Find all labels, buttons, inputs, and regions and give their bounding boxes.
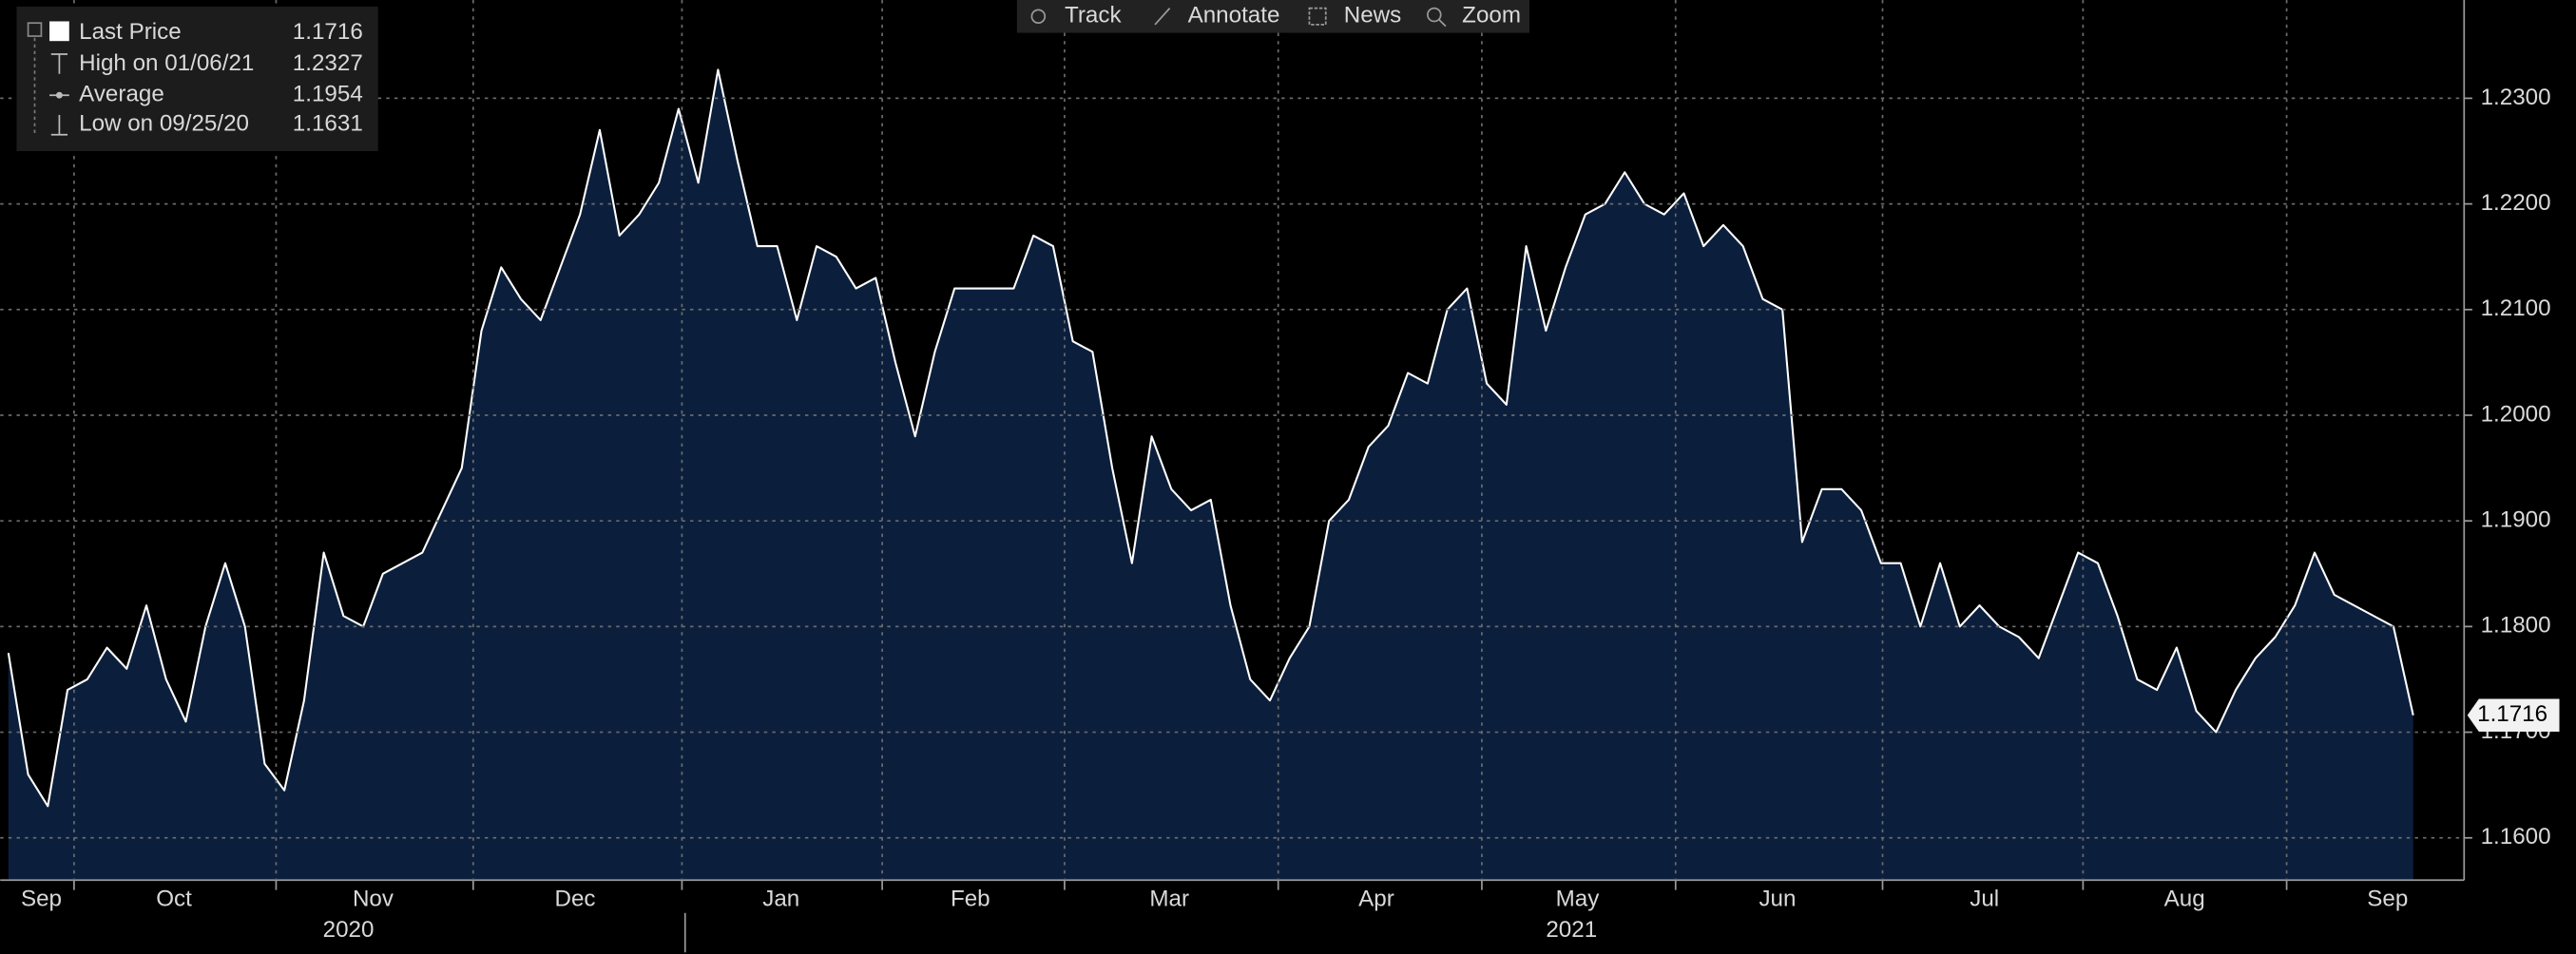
- zoom-icon: [1438, 19, 1447, 28]
- legend-label: Last Price: [79, 19, 182, 45]
- toolbar-label[interactable]: Track: [1065, 3, 1122, 29]
- y-tick-label: 1.2100: [2481, 296, 2551, 321]
- y-tick-label: 1.2000: [2481, 401, 2551, 427]
- x-tick-label: Feb: [951, 886, 990, 911]
- x-tick-label: Aug: [2164, 886, 2205, 911]
- year-label: 2021: [1546, 917, 1597, 943]
- x-tick-label: Oct: [156, 886, 192, 911]
- legend-label: Low on 09/25/20: [79, 111, 249, 137]
- y-tick-label: 1.1600: [2481, 824, 2551, 849]
- last-price-tag-label: 1.1716: [2477, 701, 2547, 727]
- area: [8, 69, 2413, 881]
- x-tick-label: Sep: [21, 886, 62, 911]
- x-tick-label: May: [1556, 886, 1601, 911]
- legend-label: High on 01/06/21: [79, 50, 254, 76]
- legend: Last Price 1.1716 High on 01/06/21 1.232…: [16, 6, 378, 151]
- toolbar: Track Annotate News Zoom: [1016, 0, 1530, 33]
- legend-value: 1.1716: [293, 19, 363, 45]
- legend-value: 1.1631: [293, 111, 363, 137]
- toolbar-label[interactable]: News: [1344, 3, 1401, 29]
- legend-label: Average: [79, 82, 164, 107]
- zoom-button[interactable]: Zoom: [1427, 3, 1521, 29]
- news-icon: [1308, 7, 1327, 26]
- y-tick-label: 1.1800: [2481, 613, 2551, 639]
- legend-swatch: [49, 21, 69, 42]
- price-line: [7, 68, 2414, 808]
- x-tick-label: Sep: [2367, 886, 2408, 911]
- toolbar-label[interactable]: Annotate: [1188, 3, 1280, 29]
- y-tick-label: 1.2300: [2481, 85, 2551, 110]
- x-tick-label: Apr: [1358, 886, 1394, 911]
- zoom-icon: [1427, 7, 1442, 23]
- toolbar-label[interactable]: Zoom: [1462, 3, 1521, 29]
- toolbar-background: [1016, 0, 1530, 33]
- x-tick-label: Jan: [762, 886, 799, 911]
- legend-collapse-icon: [27, 22, 43, 37]
- last-price-tag-box: [2467, 698, 2560, 733]
- y-tick-label: 1.2200: [2481, 190, 2551, 216]
- x-tick-label: Jul: [1970, 886, 1999, 911]
- legend-average-icon: [55, 91, 63, 99]
- plot-area: [7, 68, 2414, 881]
- track-icon: [1030, 9, 1047, 25]
- y-tick-label: 1.1900: [2481, 507, 2551, 533]
- legend-value: 1.2327: [293, 50, 363, 76]
- last-price-tag: 1.1716: [2467, 698, 2560, 733]
- track-button[interactable]: Track: [1030, 3, 1122, 29]
- x-tick-label: Jun: [1759, 886, 1796, 911]
- annotate-icon: [1154, 8, 1171, 26]
- legend-background: [16, 6, 378, 151]
- year-label: 2020: [323, 917, 375, 943]
- x-tick-label: Nov: [353, 886, 394, 911]
- annotate-button[interactable]: Annotate: [1154, 3, 1280, 29]
- legend-value: 1.1954: [293, 82, 363, 107]
- x-tick-label: Dec: [555, 886, 596, 911]
- x-tick-label: Mar: [1149, 886, 1189, 911]
- news-button[interactable]: News: [1308, 3, 1401, 29]
